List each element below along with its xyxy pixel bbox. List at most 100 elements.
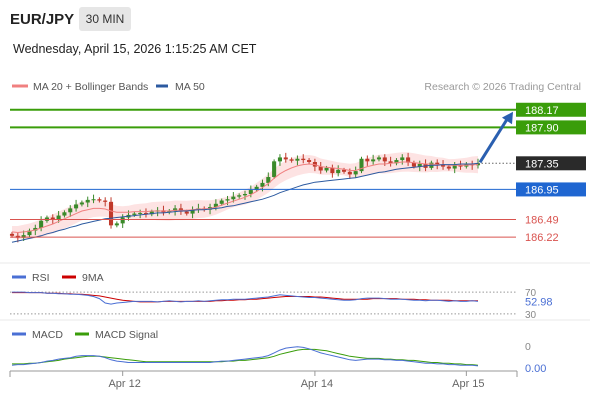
candle-body [330, 167, 335, 174]
candle-body [359, 158, 364, 172]
candle-body [108, 201, 114, 226]
candle-body [50, 217, 55, 220]
legend-ma50-label: MA 50 [175, 81, 205, 93]
candle-body [336, 169, 341, 174]
candle-body [213, 203, 218, 208]
legend-rsi-label: RSI [32, 272, 50, 284]
candle-body [452, 165, 457, 169]
candle-body [406, 157, 411, 163]
candle-body [248, 190, 253, 194]
candle-body [103, 200, 108, 202]
candle-body [365, 158, 370, 162]
target-level-badge [516, 120, 586, 135]
candle-body [143, 212, 149, 215]
candle-body [394, 160, 399, 164]
candle-body [353, 171, 358, 175]
candle-body [411, 162, 416, 167]
candle-body [91, 199, 96, 201]
candle-body [237, 195, 242, 197]
ma20-line [11, 161, 478, 234]
pivot-level-label: 186.95 [525, 184, 559, 196]
rsi-value-label: 52.98 [525, 296, 553, 308]
candle-body [318, 166, 323, 171]
candle-body [9, 233, 15, 236]
candle-body [184, 211, 189, 214]
copyright-text: Research © 2026 Trading Central [424, 81, 581, 93]
macd-line [11, 346, 479, 367]
x-tick-label: Apr 14 [301, 378, 333, 390]
rsi-reference-label: 70 [525, 288, 537, 299]
target-level-label: 188.17 [525, 105, 559, 117]
legend-macd-label: MACD [32, 329, 63, 341]
candle-body [435, 162, 440, 165]
candle-body [441, 164, 446, 167]
candle-body [56, 215, 61, 220]
ma50-line [11, 162, 479, 243]
candle-body [242, 194, 248, 196]
current-price-badge [516, 156, 586, 171]
symbol-title: EUR/JPY [10, 11, 74, 28]
candle-body [68, 208, 73, 213]
timeframe-label: 30 MIN [86, 12, 125, 26]
legend-ma20-label: MA 20 + Bollinger Bands [33, 81, 148, 93]
macd-reference-label: 0 [525, 341, 531, 353]
candle-body [149, 211, 154, 215]
candle-body [283, 157, 288, 160]
candle-body [347, 171, 352, 175]
target-level-badge [516, 102, 586, 117]
candle-body [324, 167, 329, 171]
candle-body [400, 157, 405, 161]
rsi-panel: 70 30 52.98 [10, 288, 553, 321]
target-level-label: 187.90 [525, 122, 559, 134]
support-level-label: 186.22 [525, 232, 559, 244]
price-levels: 188.17 187.90 187.35 186.95 186.49 186.22 [10, 102, 586, 244]
legend-9ma-label: 9MA [82, 272, 104, 284]
candle-body [138, 212, 143, 214]
macd-signal-line [12, 348, 479, 366]
current-price-label: 187.35 [525, 158, 559, 170]
pivot-level-badge [516, 182, 586, 197]
candle-body [231, 196, 236, 200]
candle-body [120, 217, 125, 224]
candle-body [266, 177, 271, 183]
x-axis: Apr 12 Apr 14 Apr 15 [108, 371, 485, 390]
candle-body [272, 161, 277, 178]
candle-body [33, 227, 38, 231]
rsi-reference-label: 30 [525, 310, 537, 321]
candle-body [446, 166, 451, 169]
candle-body [39, 220, 44, 228]
candle-body [295, 158, 300, 161]
forecast-arrow-shaft [478, 116, 510, 164]
candle-body [260, 182, 265, 187]
candle-body [376, 157, 382, 160]
candle-body [85, 199, 90, 203]
candle-body [21, 235, 26, 238]
x-tick-label: Apr 12 [108, 378, 140, 390]
rsi-line [12, 291, 479, 305]
x-tick-label: Apr 15 [452, 378, 484, 390]
macd-panel: 00.00 [11, 341, 546, 375]
candle-body [219, 200, 224, 204]
candle-body [190, 209, 195, 214]
candle-body [79, 202, 84, 205]
candle-body [458, 165, 463, 167]
candle-body [307, 160, 312, 162]
forecast-arrow-head [501, 111, 513, 125]
candle-body [417, 163, 422, 167]
rsi-9ma-line [12, 292, 478, 303]
candle-body [254, 186, 259, 191]
candle-body [114, 223, 119, 226]
candle-body [388, 161, 393, 164]
legend-macd-signal-label: MACD Signal [95, 329, 158, 341]
candle-body [97, 199, 102, 201]
timeframe-button[interactable]: 30 MIN [79, 7, 131, 31]
support-level-label: 186.49 [525, 214, 559, 226]
candle-body [382, 157, 387, 162]
candle-body [225, 199, 230, 201]
candle-body [341, 169, 347, 172]
candle-body [301, 158, 306, 161]
candle-body [173, 208, 178, 211]
candle-body [167, 210, 172, 213]
candle-body [277, 157, 282, 162]
